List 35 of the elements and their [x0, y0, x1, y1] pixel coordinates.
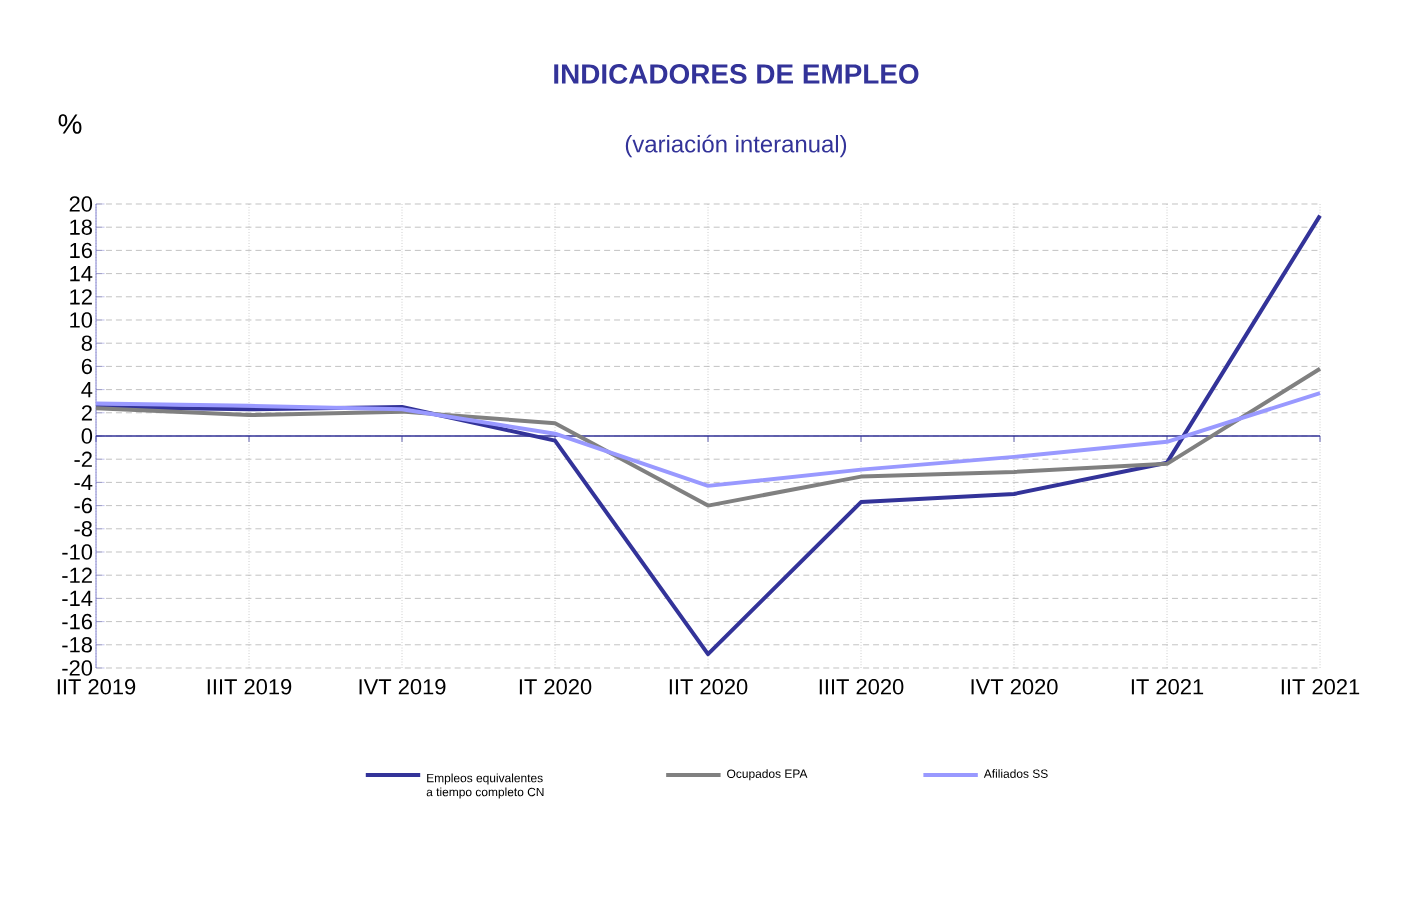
chart-subtitle: (variación interanual): [625, 134, 847, 158]
x-tick-label: IVT 2020: [971, 679, 1058, 695]
y-tick-label: -18: [62, 637, 92, 653]
y-tick-label: 8: [81, 335, 93, 351]
y-tick-label: -8: [74, 521, 93, 537]
y-tick-label: -4: [74, 474, 93, 490]
y-tick-label: 14: [70, 266, 93, 282]
y-tick-label: -10: [62, 544, 93, 560]
y-tick-label: 4: [81, 382, 93, 398]
x-tick-label: IT 2020: [519, 679, 592, 695]
y-tick-label: -2: [74, 451, 92, 467]
y-tick-label: 20: [69, 196, 93, 212]
x-tick-label: IIIT 2019: [207, 679, 292, 695]
y-tick-label: -20: [62, 660, 93, 676]
y-tick-label: 2: [81, 405, 92, 421]
y-tick-label: 18: [70, 219, 92, 235]
x-tick-label: IIT 2019: [57, 679, 136, 695]
x-tick-label: IVT 2019: [359, 679, 446, 695]
y-tick-label: -6: [74, 497, 93, 514]
line-series: [94, 366, 1323, 508]
y-tick-label: 12: [70, 289, 92, 305]
chart-title: INDICADORES DE EMPLEO: [554, 64, 919, 84]
y-tick-label: -14: [62, 590, 93, 606]
x-tick-label: IIT 2021: [1281, 679, 1360, 695]
y-tick-label: 0: [81, 428, 93, 444]
y-axis-title: %: [58, 114, 82, 134]
y-tick-label: 16: [70, 242, 92, 259]
x-tick-label: IIIT 2020: [819, 679, 904, 695]
y-tick-label: -12: [62, 567, 92, 583]
y-tick-label: 10: [70, 312, 93, 328]
y-tick-label: 6: [81, 358, 93, 375]
y-tick-label: -16: [62, 613, 92, 630]
x-tick-label: IIT 2020: [669, 679, 748, 695]
line-series: [94, 391, 1323, 488]
x-tick-label: IT 2021: [1131, 679, 1204, 695]
